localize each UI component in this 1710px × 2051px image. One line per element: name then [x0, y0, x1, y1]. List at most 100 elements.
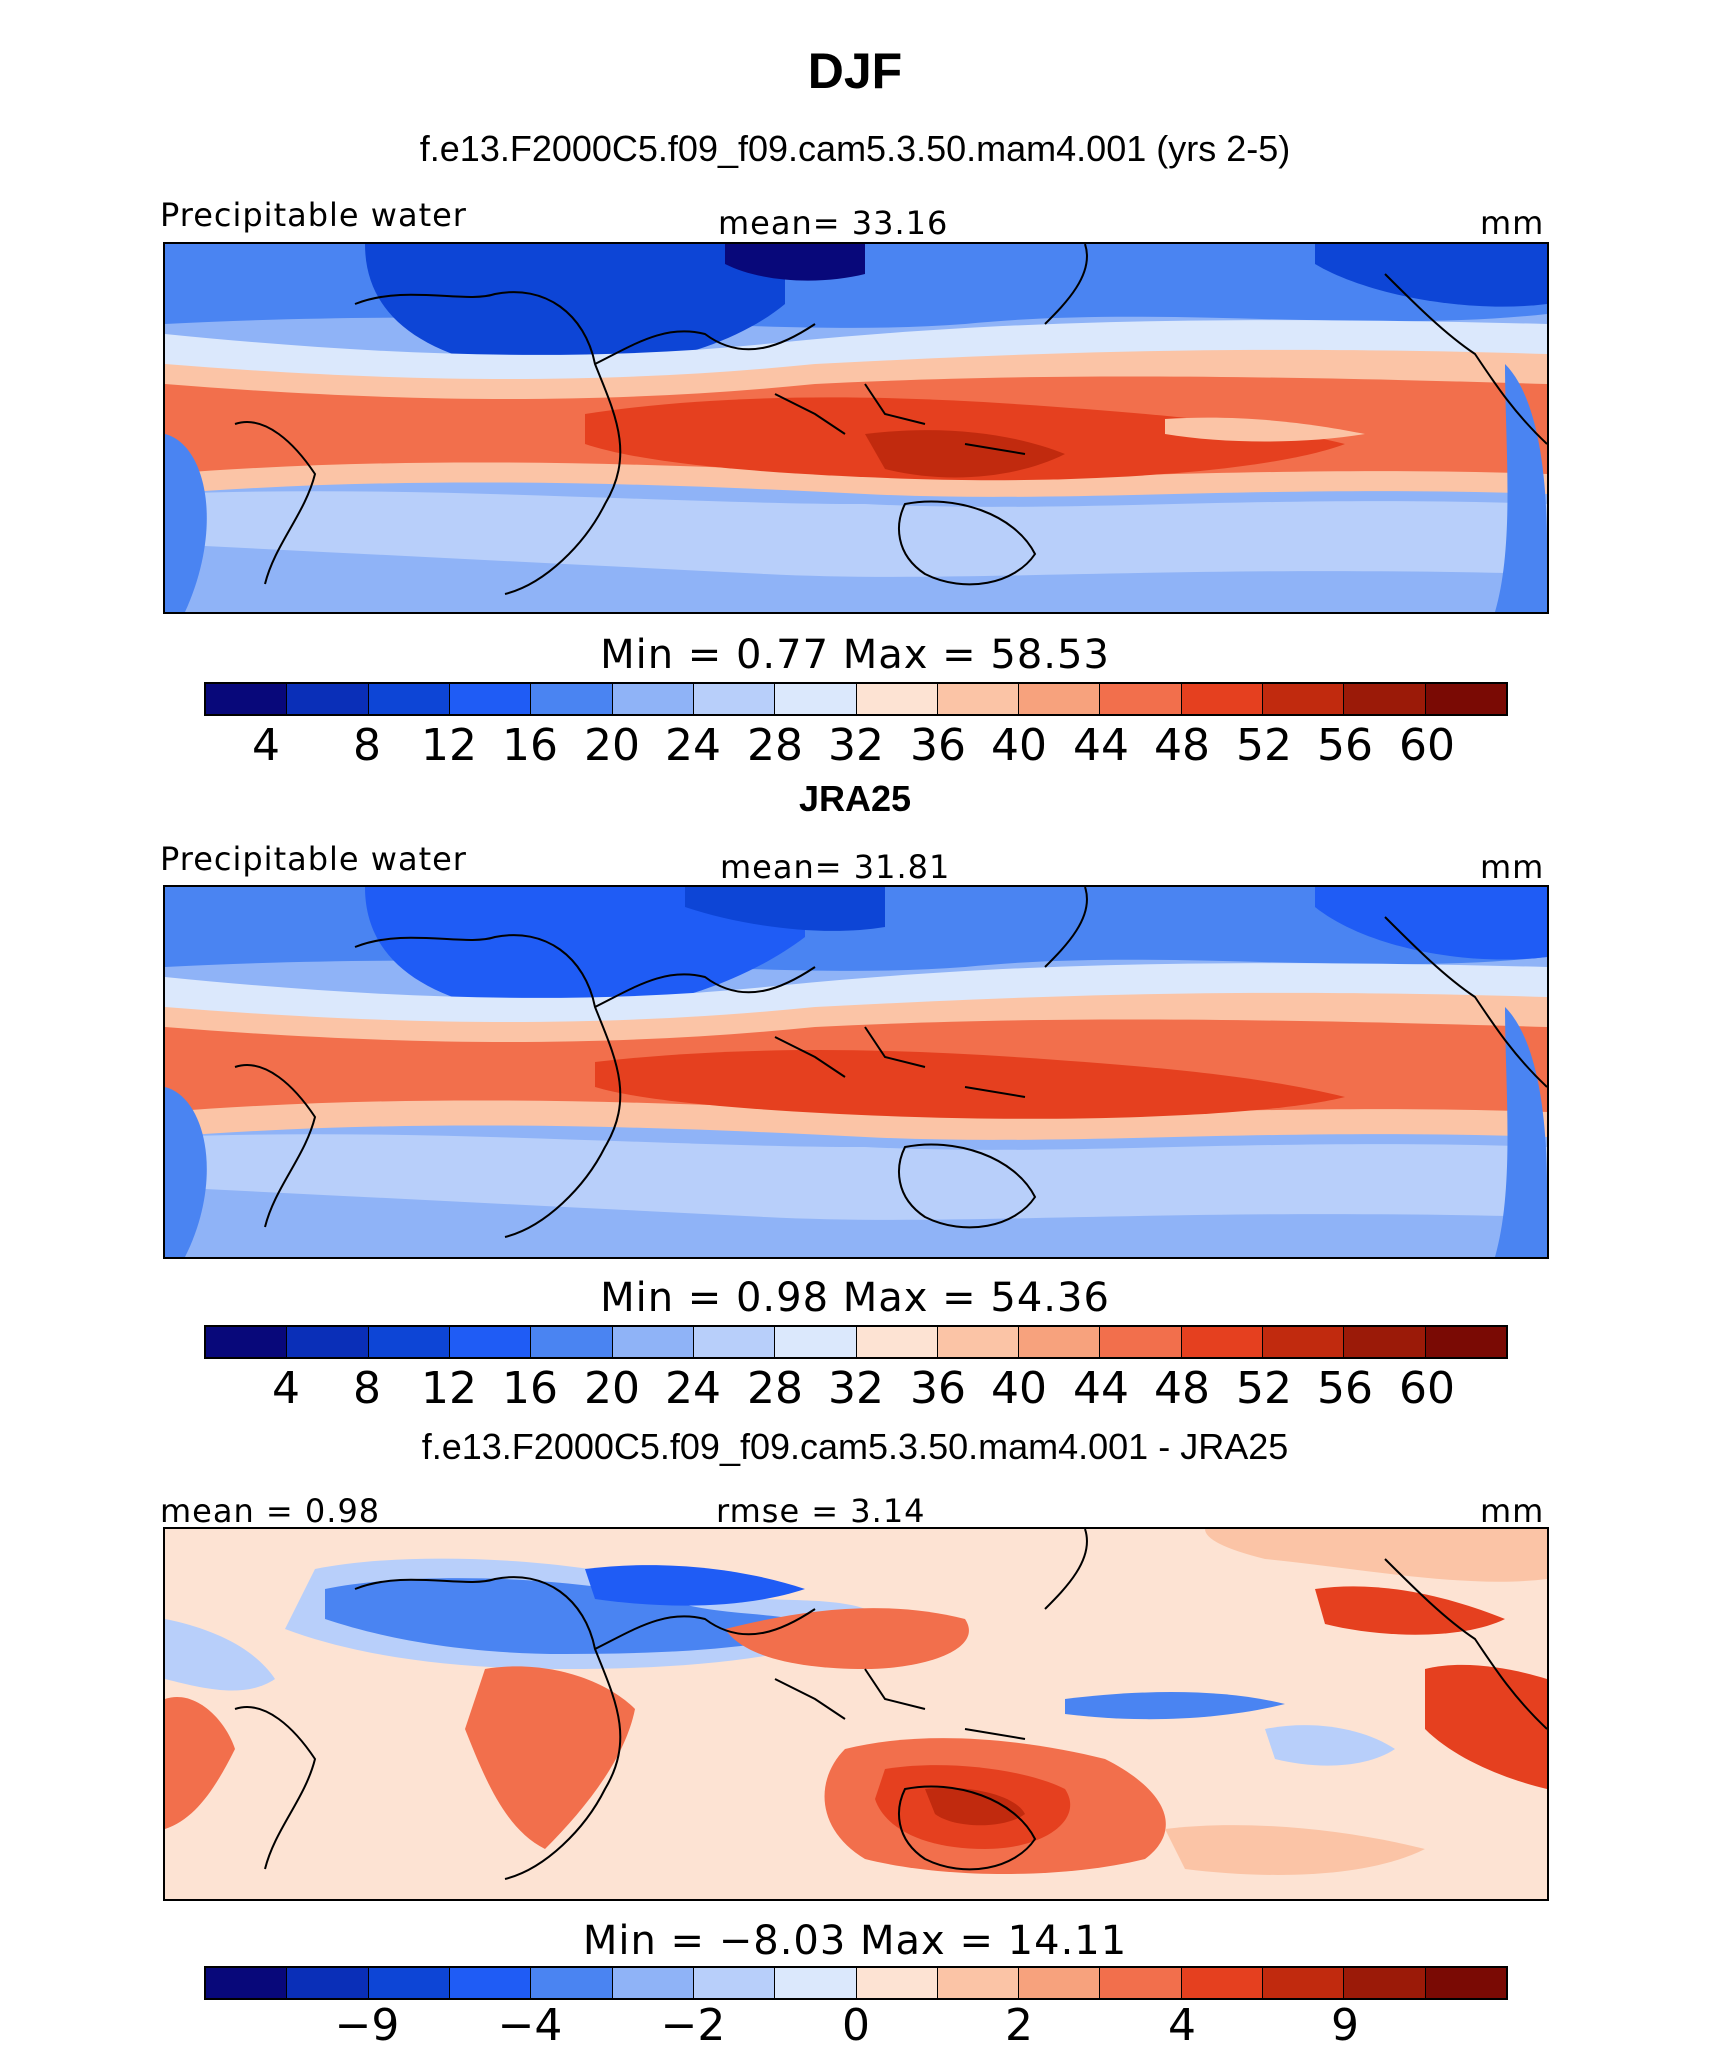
panel-3-tick: 0 [842, 2000, 870, 2051]
panel-1-colorbar [204, 682, 1508, 716]
panel-2-map [163, 885, 1549, 1259]
colorbar-segment [775, 1968, 857, 1998]
panel-3-right-label: mm [1480, 1492, 1545, 1530]
panel-2-tick: 24 [665, 1363, 721, 1414]
panel-1-tick: 8 [353, 720, 381, 771]
colorbar-segment [1181, 1968, 1264, 1998]
colorbar-segment [531, 684, 613, 714]
colorbar-segment [1019, 684, 1101, 714]
panel-1-tick: 44 [1073, 720, 1129, 771]
panel-2-tick: 56 [1317, 1363, 1373, 1414]
panel-3-map [163, 1527, 1549, 1901]
panel-2-colorbar [204, 1325, 1508, 1359]
panel-1-tick: 52 [1236, 720, 1292, 771]
colorbar-segment [1344, 1968, 1426, 1998]
colorbar-segment [368, 684, 450, 714]
panel-2-tick: 60 [1399, 1363, 1455, 1414]
panel-2-title: JRA25 [798, 778, 912, 819]
colorbar-segment [287, 1327, 369, 1357]
panel-1-tick: 4 [252, 720, 280, 771]
panel-1-minmax: Min = 0.77 Max = 58.53 [600, 632, 1110, 678]
panel-1-tick: 20 [584, 720, 640, 771]
colorbar-segment [937, 684, 1020, 714]
colorbar-segment [1425, 1968, 1506, 1998]
colorbar-segment [1100, 1968, 1182, 1998]
panel-3-tick: 4 [1168, 2000, 1196, 2051]
colorbar-segment [206, 684, 288, 714]
colorbar-segment [1425, 684, 1506, 714]
panel-2-center-label: mean= 31.81 [720, 848, 951, 886]
panel-1-title: f.e13.F2000C5.f09_f09.cam5.3.50.mam4.001… [419, 128, 1291, 169]
colorbar-segment [449, 1327, 532, 1357]
panel-3-title: f.e13.F2000C5.f09_f09.cam5.3.50.mam4.001… [421, 1426, 1289, 1467]
panel-2-tick: 4 [272, 1363, 300, 1414]
panel-1-tick: 32 [828, 720, 884, 771]
colorbar-segment [368, 1968, 450, 1998]
panel-2-tick: 28 [747, 1363, 803, 1414]
colorbar-segment [1344, 1327, 1426, 1357]
panel-1-tick: 56 [1317, 720, 1373, 771]
panel-2-tick: 40 [991, 1363, 1047, 1414]
colorbar-segment [856, 1327, 938, 1357]
colorbar-segment [449, 1968, 532, 1998]
panel-2-tick: 48 [1154, 1363, 1210, 1414]
colorbar-segment [775, 684, 857, 714]
colorbar-segment [368, 1327, 450, 1357]
panel-2-tick: 16 [502, 1363, 558, 1414]
panel-1-center-label: mean= 33.16 [718, 204, 949, 242]
colorbar-segment [206, 1327, 288, 1357]
colorbar-segment [693, 1968, 776, 1998]
panel-2-tick: 32 [828, 1363, 884, 1414]
panel-3-tick: −2 [660, 2000, 726, 2051]
panel-3-contour-field [165, 1529, 1547, 1899]
colorbar-segment [612, 1968, 694, 1998]
colorbar-segment [287, 684, 369, 714]
colorbar-segment [531, 1968, 613, 1998]
panel-1-tick: 16 [502, 720, 558, 771]
colorbar-segment [1019, 1327, 1101, 1357]
panel-2-tick: 52 [1236, 1363, 1292, 1414]
panel-1-tick: 28 [747, 720, 803, 771]
colorbar-segment [612, 684, 694, 714]
panel-1-tick: 60 [1399, 720, 1455, 771]
colorbar-segment [449, 684, 532, 714]
panel-3-tick: −4 [497, 2000, 563, 2051]
colorbar-segment [693, 684, 776, 714]
panel-2-tick: 12 [421, 1363, 477, 1414]
colorbar-segment [1344, 684, 1426, 714]
panel-2-right-label: mm [1480, 848, 1545, 886]
panel-3-tick: −9 [334, 2000, 400, 2051]
panel-1-tick: 36 [910, 720, 966, 771]
colorbar-segment [1100, 684, 1182, 714]
figure-title: DJF [807, 43, 903, 99]
panel-2-tick: 36 [910, 1363, 966, 1414]
panel-3-tick: 2 [1005, 2000, 1033, 2051]
panel-2-contour-field [165, 887, 1547, 1257]
panel-1-tick: 48 [1154, 720, 1210, 771]
panel-3-center-label: rmse = 3.14 [716, 1492, 926, 1530]
colorbar-segment [856, 684, 938, 714]
panel-2-tick: 20 [584, 1363, 640, 1414]
panel-1-tick: 12 [421, 720, 477, 771]
colorbar-segment [1100, 1327, 1182, 1357]
colorbar-segment [612, 1327, 694, 1357]
panel-1-map [163, 242, 1549, 614]
colorbar-segment [937, 1327, 1020, 1357]
panel-2-tick: 8 [353, 1363, 381, 1414]
panel-1-left-label: Precipitable water [160, 196, 467, 234]
panel-3-left-label: mean = 0.98 [160, 1492, 381, 1530]
colorbar-segment [693, 1327, 776, 1357]
panel-2-left-label: Precipitable water [160, 840, 467, 878]
colorbar-segment [1181, 684, 1264, 714]
panel-1-contour-field [165, 244, 1547, 612]
colorbar-segment [1181, 1327, 1264, 1357]
colorbar-segment [1019, 1968, 1101, 1998]
panel-3-minmax: Min = −8.03 Max = 14.11 [582, 1918, 1128, 1964]
colorbar-segment [1263, 684, 1345, 714]
colorbar-segment [531, 1327, 613, 1357]
colorbar-segment [937, 1968, 1020, 1998]
panel-3-colorbar [204, 1966, 1508, 2000]
panel-1-tick: 40 [991, 720, 1047, 771]
panel-2-minmax: Min = 0.98 Max = 54.36 [600, 1275, 1110, 1321]
colorbar-segment [775, 1327, 857, 1357]
